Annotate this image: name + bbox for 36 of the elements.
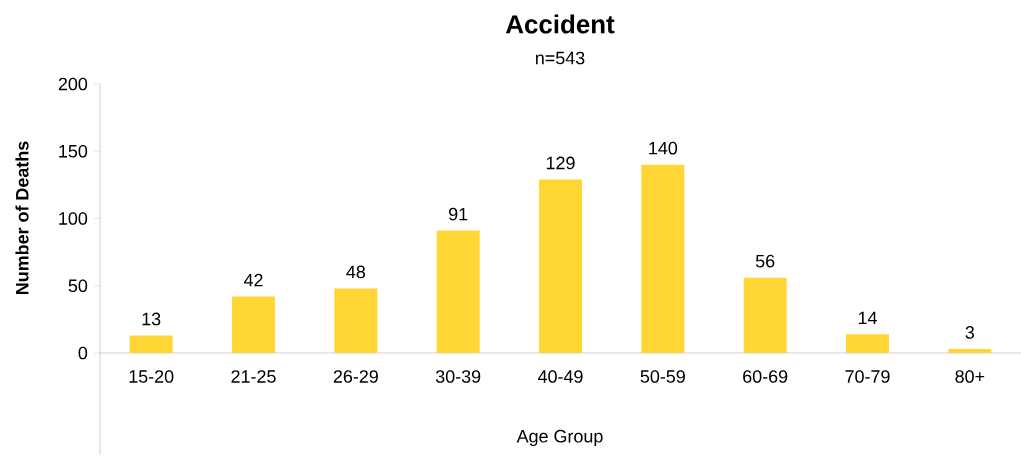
bar: [641, 164, 685, 353]
data-label: 56: [755, 254, 775, 268]
x-tick-label: 30-39: [435, 370, 481, 383]
x-tick-label: 50-59: [640, 370, 685, 383]
data-label: 13: [142, 312, 161, 326]
data-label: 3: [965, 326, 975, 339]
x-tick-label: 70-79: [845, 370, 890, 383]
y-tick-label: 200: [58, 77, 88, 91]
y-tick-label: 0: [78, 346, 88, 360]
bar: [539, 179, 582, 353]
bar: [334, 288, 378, 353]
chart-title: Accident: [505, 14, 615, 34]
x-tick-label: 40-49: [537, 370, 583, 383]
x-axis-title: Age Group: [516, 429, 603, 447]
y-axis-title: Number of Deaths: [15, 141, 29, 295]
bar: [948, 348, 992, 353]
data-label: 140: [649, 141, 678, 155]
x-tick-label: 26-29: [333, 370, 378, 383]
y-tick-label: 50: [68, 279, 88, 293]
data-label: 42: [243, 273, 263, 287]
data-label: 48: [346, 265, 366, 279]
data-label: 14: [858, 311, 877, 324]
bar: [846, 334, 889, 353]
data-label: 91: [449, 207, 468, 221]
y-tick-label: 100: [59, 212, 88, 225]
chart-subtitle: n=543: [536, 51, 585, 65]
bar: [232, 296, 275, 353]
x-tick-label: 60-69: [743, 370, 788, 383]
data-label: 129: [546, 156, 575, 170]
y-tick-label: 150: [59, 144, 88, 158]
x-tick-label: 15-20: [129, 370, 174, 383]
bar: [743, 277, 787, 353]
x-tick-label: 21-25: [231, 370, 276, 383]
bar: [129, 335, 173, 353]
bar: [436, 230, 480, 353]
x-tick-label: 80+: [955, 370, 985, 383]
